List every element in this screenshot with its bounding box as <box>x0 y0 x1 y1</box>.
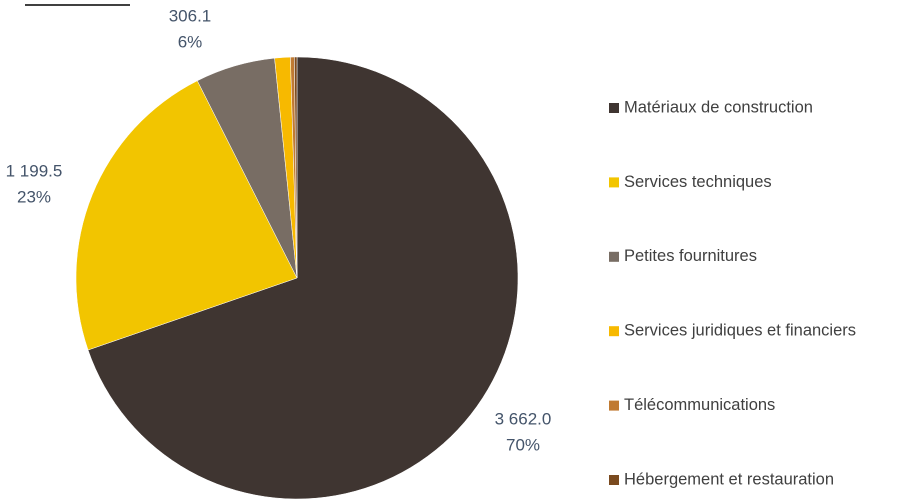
legend-label: Hébergement et restauration <box>624 470 834 488</box>
legend-label: Services juridiques et financiers <box>624 322 856 340</box>
legend-label: Petites fournitures <box>624 247 757 265</box>
legend-swatch <box>609 251 619 262</box>
percent-label: 70% <box>506 435 540 454</box>
legend-swatch <box>609 400 619 411</box>
legend-label: Services techniques <box>624 173 772 191</box>
legend-swatch <box>609 475 619 485</box>
legend-label: Télécommunications <box>624 396 775 414</box>
value-label: 3 662.0 <box>495 409 552 428</box>
pie-slice <box>75 80 298 351</box>
legend-swatch <box>609 103 619 113</box>
pie-slice <box>87 56 519 499</box>
value-label: 1 199.5 <box>6 161 63 180</box>
percent-label: 6% <box>178 32 203 51</box>
pie-slice <box>294 56 298 279</box>
legend-swatch <box>609 326 619 337</box>
value-label: 306.1 <box>169 6 212 25</box>
legend-label: Matériaux de construction <box>624 98 813 116</box>
percent-label: 23% <box>17 187 51 206</box>
legend-swatch <box>609 177 619 188</box>
